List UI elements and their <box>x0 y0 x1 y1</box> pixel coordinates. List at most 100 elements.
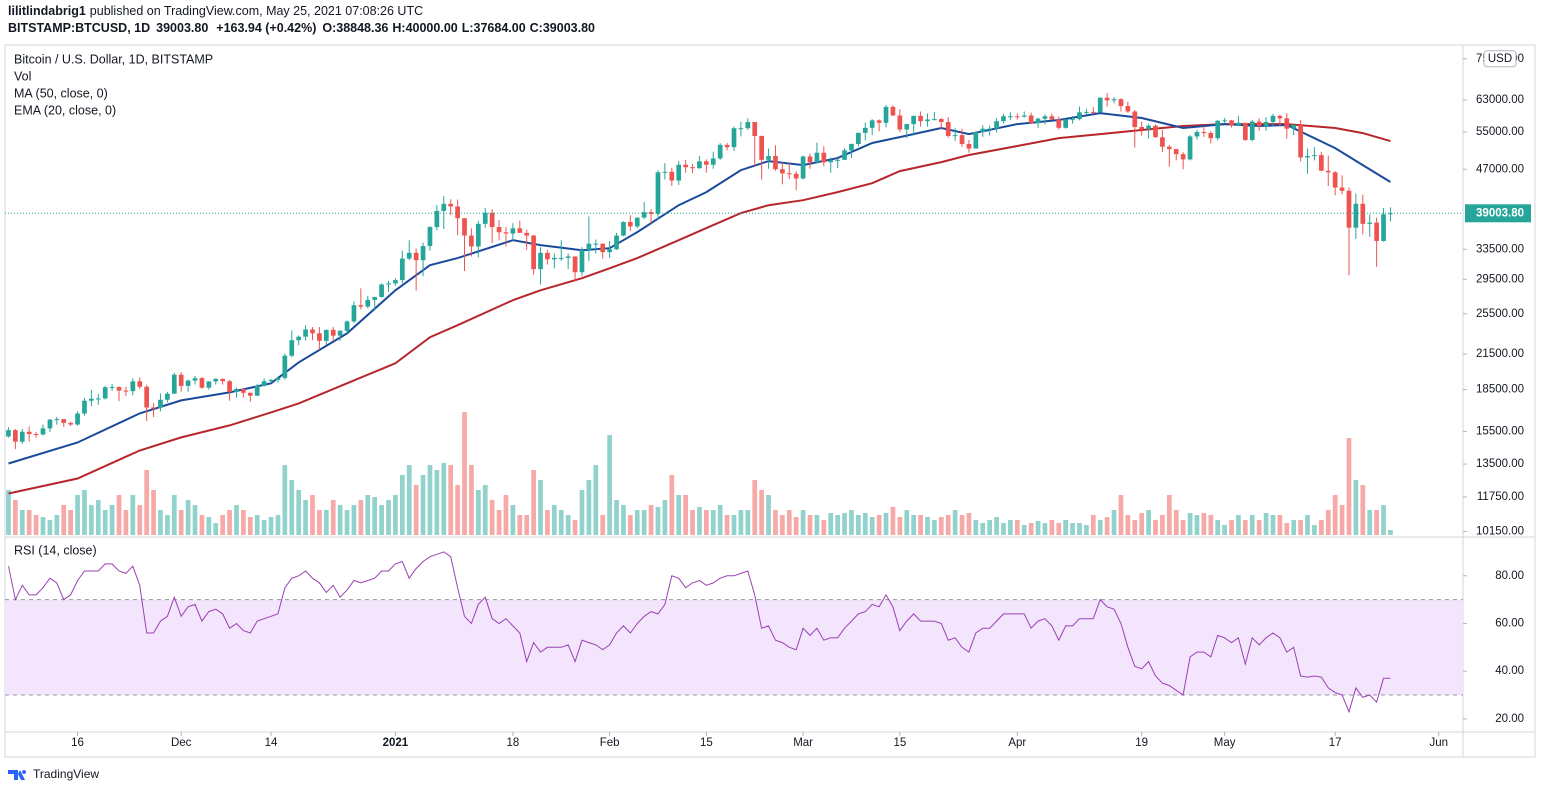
y-tick-label: 20.00 <box>1495 713 1524 725</box>
candle-body <box>330 329 336 336</box>
candle-body <box>752 121 758 136</box>
volume-bar <box>821 520 827 535</box>
candle-body <box>676 164 682 181</box>
volume-bar <box>973 520 979 535</box>
volume-bar <box>828 513 834 535</box>
volume-bar <box>697 507 702 535</box>
publish-info: lilitlindabrig1 published on TradingView.… <box>8 4 423 18</box>
candle-body <box>213 378 219 382</box>
volume-bar <box>1090 515 1096 535</box>
volume-bar <box>752 480 758 535</box>
volume-bar <box>918 515 923 535</box>
volume-bar <box>911 515 917 535</box>
candle-body <box>268 379 274 382</box>
high: H:40000.00 <box>392 21 457 35</box>
volume-bar <box>1367 510 1373 535</box>
volume-bar <box>849 510 854 535</box>
candle-body <box>1077 112 1082 120</box>
volume-bar <box>1070 523 1075 535</box>
candle-body <box>33 434 39 436</box>
candle-body <box>165 393 170 400</box>
volume-bar <box>1160 515 1165 535</box>
volume-bar <box>994 517 999 535</box>
volume-bar <box>144 470 150 535</box>
candle-body <box>800 156 806 179</box>
low: L:37684.00 <box>462 21 526 35</box>
candle-body <box>648 212 654 214</box>
candle-body <box>275 377 281 380</box>
candle-body <box>835 159 840 161</box>
volume-bar <box>469 465 474 535</box>
volume-bar <box>545 510 550 535</box>
volume-bar <box>835 515 840 535</box>
candle-body <box>614 235 619 250</box>
candle-body <box>697 161 702 169</box>
volume-bar <box>1021 525 1027 535</box>
volume-bar <box>158 510 163 535</box>
volume-bar <box>1194 515 1200 535</box>
candle-body <box>413 252 419 261</box>
volume-bar <box>1104 517 1110 535</box>
last: 39003.80 <box>156 21 208 35</box>
volume-bar <box>261 520 267 535</box>
volume-bar <box>669 475 675 535</box>
volume-bar <box>1166 495 1172 535</box>
volume-bar <box>13 500 18 535</box>
volume-bar <box>565 515 571 535</box>
volume-bar <box>1374 510 1379 535</box>
candle-body <box>849 143 854 151</box>
candle-body <box>303 329 308 337</box>
candle-body <box>586 243 592 250</box>
volume-bar <box>1118 495 1124 535</box>
volume-bar <box>704 510 709 535</box>
volume-bar <box>427 465 433 535</box>
volume-bar <box>932 520 937 535</box>
candle-body <box>82 400 87 414</box>
open: O:38848.36 <box>322 21 388 35</box>
volume-bar <box>254 515 260 535</box>
candle-body <box>1215 120 1221 139</box>
volume-bar <box>980 523 986 535</box>
y-tick-label: 10150.00 <box>1476 526 1524 538</box>
volume-bar <box>102 510 108 535</box>
y-tick-label: 13500.00 <box>1476 458 1524 470</box>
volume-bar <box>807 515 813 535</box>
x-tick-label: Jun <box>1430 737 1449 749</box>
candle-body <box>662 171 668 173</box>
candle-body <box>655 172 661 214</box>
volume-bar <box>1008 520 1013 535</box>
volume-bar <box>1153 520 1158 535</box>
volume-bar <box>593 465 599 535</box>
candle-body <box>469 235 474 247</box>
candle-body <box>593 243 599 245</box>
symbol-info: BITSTAMP:BTCUSD, 1D 39003.80 +163.94 (+0.4… <box>8 21 595 35</box>
volume-bar <box>503 495 509 535</box>
candle-body <box>952 135 958 137</box>
candle-body <box>1056 119 1062 128</box>
volume-bar <box>925 517 930 535</box>
volume-bar <box>275 515 281 535</box>
y-tick-label: 21500.00 <box>1476 348 1524 360</box>
volume-bar <box>296 490 302 535</box>
candle-body <box>1166 146 1172 149</box>
candle-body <box>932 119 937 121</box>
candle-body <box>1298 124 1303 158</box>
volume-bar <box>614 500 619 535</box>
candle-body <box>1021 115 1027 117</box>
candle-body <box>538 252 543 270</box>
volume-bar <box>1236 515 1241 535</box>
volume-bar <box>579 490 585 535</box>
candle-body <box>600 243 606 253</box>
volume-bar <box>441 463 447 535</box>
candle-body <box>441 203 447 211</box>
volume-bar <box>1318 520 1324 535</box>
volume-bar <box>1180 520 1186 535</box>
candle-body <box>448 203 454 207</box>
volume-bar <box>531 470 536 535</box>
volume-bar <box>1097 520 1103 535</box>
volume-bar <box>607 435 612 535</box>
volume-bar <box>358 500 364 535</box>
volume-bar <box>987 520 993 535</box>
